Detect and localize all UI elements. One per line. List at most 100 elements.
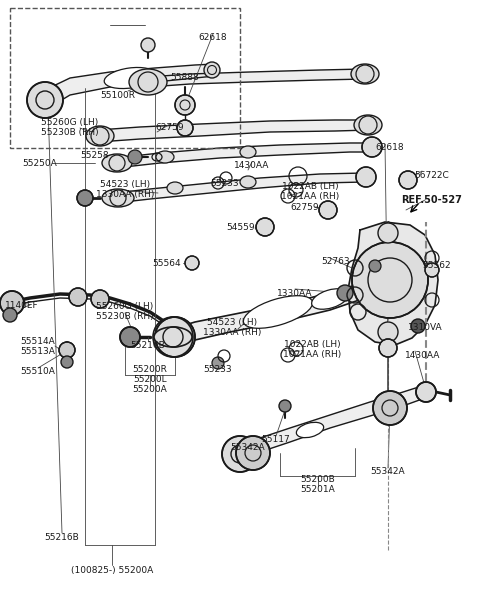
Polygon shape xyxy=(348,222,438,345)
Circle shape xyxy=(222,436,258,472)
Text: 55250A: 55250A xyxy=(23,158,58,167)
Text: 55888: 55888 xyxy=(170,72,199,82)
Text: 54523 (LH): 54523 (LH) xyxy=(100,180,150,189)
Ellipse shape xyxy=(204,62,220,78)
Circle shape xyxy=(364,280,378,294)
Text: 55230B (RH): 55230B (RH) xyxy=(41,127,99,136)
Ellipse shape xyxy=(351,64,379,84)
Circle shape xyxy=(319,201,337,219)
Text: 1310VA: 1310VA xyxy=(408,323,442,331)
Circle shape xyxy=(128,150,142,164)
Ellipse shape xyxy=(102,189,134,207)
Circle shape xyxy=(59,342,75,358)
Circle shape xyxy=(378,223,398,243)
Text: 1022AB (LH): 1022AB (LH) xyxy=(282,181,338,191)
Text: 62759: 62759 xyxy=(291,203,319,211)
Circle shape xyxy=(337,285,353,301)
Circle shape xyxy=(425,263,439,277)
Circle shape xyxy=(27,82,63,118)
Circle shape xyxy=(370,271,394,295)
Text: 55258: 55258 xyxy=(81,150,109,160)
Circle shape xyxy=(212,357,224,369)
Circle shape xyxy=(362,137,382,157)
Text: 54559: 54559 xyxy=(227,224,255,233)
Circle shape xyxy=(378,322,398,342)
Text: 56722C: 56722C xyxy=(415,171,449,180)
Ellipse shape xyxy=(102,154,132,172)
Text: 55562: 55562 xyxy=(423,261,451,270)
Text: 55100R: 55100R xyxy=(100,91,135,99)
Bar xyxy=(10,8,240,148)
Text: 55201A: 55201A xyxy=(300,485,336,495)
Ellipse shape xyxy=(240,176,256,188)
Text: 1021AA (RH): 1021AA (RH) xyxy=(281,191,339,200)
Ellipse shape xyxy=(167,182,183,194)
Circle shape xyxy=(141,38,155,52)
Text: 52763: 52763 xyxy=(322,258,350,267)
Polygon shape xyxy=(240,385,425,460)
Ellipse shape xyxy=(312,289,348,309)
Text: 1330AA (RH): 1330AA (RH) xyxy=(203,328,261,337)
Circle shape xyxy=(236,436,270,470)
Text: 62618: 62618 xyxy=(376,144,404,152)
Polygon shape xyxy=(98,120,370,142)
Circle shape xyxy=(256,218,274,236)
Text: 55216B: 55216B xyxy=(45,533,79,543)
Text: 55233: 55233 xyxy=(211,178,240,188)
Text: 55230B (RH): 55230B (RH) xyxy=(96,312,154,322)
Circle shape xyxy=(0,291,24,315)
Circle shape xyxy=(379,339,397,357)
Polygon shape xyxy=(45,64,215,110)
Text: 54523 (LH): 54523 (LH) xyxy=(207,319,257,328)
Circle shape xyxy=(399,171,417,189)
Circle shape xyxy=(369,260,381,272)
Circle shape xyxy=(155,317,195,357)
Text: 55513A: 55513A xyxy=(21,348,55,356)
Text: 62618: 62618 xyxy=(199,33,228,43)
Circle shape xyxy=(120,327,140,347)
Text: 55200A: 55200A xyxy=(132,385,168,395)
Ellipse shape xyxy=(243,296,312,328)
Text: REF.50-527: REF.50-527 xyxy=(402,195,462,205)
Ellipse shape xyxy=(354,115,382,135)
Text: 55216B: 55216B xyxy=(131,340,166,350)
Text: 55514A: 55514A xyxy=(21,337,55,345)
Text: 1021AA (RH): 1021AA (RH) xyxy=(283,351,341,359)
Circle shape xyxy=(69,288,87,306)
Ellipse shape xyxy=(86,126,114,146)
Text: 1430AA: 1430AA xyxy=(405,351,441,359)
Text: 1330AA: 1330AA xyxy=(277,289,313,298)
Text: 55200B: 55200B xyxy=(300,476,336,485)
Circle shape xyxy=(373,391,407,425)
Text: 55233: 55233 xyxy=(204,365,232,375)
Polygon shape xyxy=(115,143,375,168)
Polygon shape xyxy=(148,69,365,87)
Ellipse shape xyxy=(156,151,174,163)
Text: 55510A: 55510A xyxy=(21,367,55,376)
Text: 55117: 55117 xyxy=(262,435,290,445)
Ellipse shape xyxy=(296,422,324,438)
Circle shape xyxy=(175,95,195,115)
Text: 55342A: 55342A xyxy=(371,468,405,476)
Circle shape xyxy=(185,256,199,270)
Text: 55200R: 55200R xyxy=(132,365,168,375)
Circle shape xyxy=(177,120,193,136)
Text: 1330AA (RH): 1330AA (RH) xyxy=(96,191,154,200)
Ellipse shape xyxy=(104,68,156,88)
Circle shape xyxy=(91,290,109,308)
Text: 55260G (LH): 55260G (LH) xyxy=(96,303,154,311)
Ellipse shape xyxy=(154,327,192,347)
Polygon shape xyxy=(115,173,365,203)
Circle shape xyxy=(61,356,73,368)
Circle shape xyxy=(416,382,436,402)
Text: 55260G (LH): 55260G (LH) xyxy=(41,118,98,127)
Circle shape xyxy=(279,400,291,412)
Text: (100825-) 55200A: (100825-) 55200A xyxy=(71,566,153,574)
Circle shape xyxy=(411,319,425,333)
Circle shape xyxy=(3,308,17,322)
Circle shape xyxy=(352,242,428,318)
Text: 55200L: 55200L xyxy=(133,376,167,384)
Text: 55564: 55564 xyxy=(153,258,181,267)
Text: 55342A: 55342A xyxy=(231,443,265,452)
Ellipse shape xyxy=(129,69,167,95)
